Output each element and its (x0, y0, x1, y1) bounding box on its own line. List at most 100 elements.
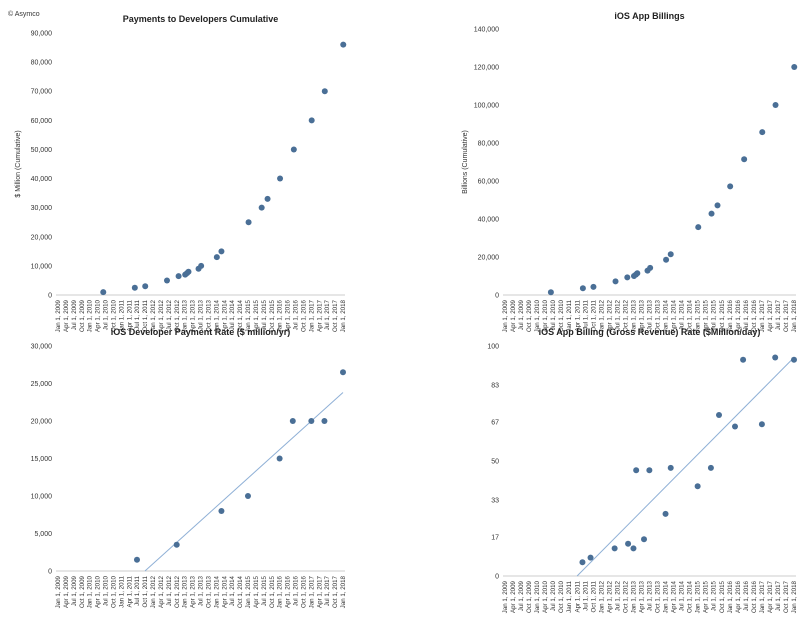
y-tick-label: 20,000 (31, 234, 53, 241)
x-tick-label: Apr 1, 2012 (158, 299, 165, 332)
x-tick-label: Oct 1, 2010 (558, 580, 565, 613)
chart-title: iOS App Billing (Gross Revenue) Rate ($M… (539, 327, 761, 337)
x-tick-label: Oct 1, 2011 (590, 299, 597, 331)
data-point (340, 369, 346, 376)
x-tick-label: Apr 1, 2009 (510, 580, 517, 613)
x-tick-label: Jan 1, 2013 (630, 580, 637, 613)
y-tick-label: 0 (48, 569, 52, 576)
data-point (663, 256, 670, 263)
x-tick-label: Jul 1, 2012 (166, 575, 173, 606)
data-point (244, 493, 251, 499)
x-tick-label: Oct 1, 2012 (174, 299, 181, 332)
x-tick-label: Apr 1, 2009 (510, 299, 517, 332)
data-point (258, 204, 265, 211)
data-point (772, 354, 779, 361)
x-tick-label: Oct 1, 2014 (237, 575, 244, 608)
x-tick-label: Jul 1, 2014 (229, 575, 236, 606)
x-tick-label: Apr 1, 2010 (542, 299, 549, 332)
data-point (289, 418, 296, 424)
x-tick-label: Apr 1, 2015 (703, 580, 710, 613)
x-tick-label: Oct 1, 2016 (300, 299, 307, 332)
y-tick-label: 10,000 (31, 494, 53, 501)
chart-developer-payment-rate: iOS Developer Payment Rate ($ million/yr… (31, 327, 347, 608)
x-tick-label: Apr 1, 2017 (767, 580, 774, 613)
x-tick-label: Oct 1, 2017 (332, 299, 339, 332)
x-tick-label: Apr 1, 2016 (285, 575, 292, 608)
x-tick-label: Jul 1, 2011 (582, 580, 589, 610)
x-tick-label: Oct 1, 2010 (110, 299, 117, 332)
x-tick-label: Jul 1, 2015 (711, 299, 718, 330)
x-tick-label: Oct 1, 2015 (719, 299, 726, 332)
data-point (163, 277, 170, 284)
x-tick-label: Jan 1, 2012 (150, 575, 157, 608)
x-tick-label: Apr 1, 2013 (638, 299, 645, 332)
x-tick-label: Jul 1, 2012 (614, 299, 621, 330)
x-tick-label: Apr 1, 2011 (126, 575, 133, 607)
x-tick-label: Oct 1, 2009 (79, 575, 86, 608)
x-tick-label: Jan 1, 2015 (695, 580, 702, 613)
y-tick-label: 30,000 (31, 344, 53, 351)
x-tick-label: Oct 1, 2016 (751, 580, 758, 613)
y-tick-label: 0 (495, 293, 499, 300)
data-point (667, 464, 674, 471)
y-tick-label: 50 (491, 459, 499, 466)
x-tick-label: Jul 1, 2009 (71, 299, 78, 330)
data-point (759, 129, 766, 136)
y-tick-label: 100 (487, 344, 499, 351)
x-tick-label: Oct 1, 2014 (687, 299, 694, 332)
x-tick-label: Jan 1, 2014 (213, 575, 220, 608)
data-point (308, 418, 315, 424)
data-point (772, 102, 779, 108)
x-tick-label: Jan 1, 2010 (534, 580, 541, 613)
data-point (218, 508, 225, 514)
x-tick-label: Apr 1, 2015 (253, 575, 260, 608)
data-point (547, 289, 554, 296)
x-tick-label: Jan 1, 2015 (695, 299, 702, 332)
x-tick-label: Jan 1, 2011 (566, 299, 573, 331)
x-tick-label: Jan 1, 2013 (182, 575, 189, 608)
x-tick-label: Jul 1, 2013 (198, 299, 205, 330)
x-tick-label: Apr 1, 2016 (735, 299, 742, 332)
data-point (100, 289, 107, 296)
x-tick-label: Jul 1, 2012 (166, 299, 173, 330)
y-axis-label: $ Million (Cumulative) (15, 130, 22, 197)
x-tick-label: Jan 1, 2012 (598, 580, 605, 613)
x-tick-label: Apr 1, 2009 (63, 575, 70, 608)
x-tick-label: Jul 1, 2017 (775, 299, 782, 330)
copyright-label: © Asymco (8, 11, 40, 18)
x-tick-label: Apr 1, 2011 (574, 299, 581, 331)
y-tick-label: 40,000 (478, 217, 500, 224)
data-point (213, 254, 220, 261)
x-tick-label: Apr 1, 2014 (671, 580, 678, 613)
data-point (716, 412, 723, 418)
chart-title: iOS App Billings (614, 11, 684, 21)
x-tick-label: Oct 1, 2010 (110, 575, 117, 608)
y-tick-label: 25,000 (31, 381, 53, 388)
x-tick-label: Oct 1, 2015 (269, 299, 276, 332)
data-point (175, 273, 182, 280)
y-tick-label: 120,000 (474, 65, 499, 72)
x-tick-label: Apr 1, 2010 (542, 580, 549, 613)
x-tick-label: Oct 1, 2013 (205, 299, 212, 332)
data-point (714, 202, 721, 209)
data-point (579, 559, 586, 566)
data-point (630, 545, 637, 552)
x-tick-label: Jan 1, 2010 (534, 299, 541, 332)
x-tick-label: Jul 1, 2009 (518, 580, 525, 611)
x-tick-label: Oct 1, 2011 (142, 575, 149, 607)
y-tick-label: 0 (48, 293, 52, 300)
data-point (641, 536, 648, 543)
x-tick-label: Apr 1, 2010 (95, 575, 102, 608)
x-tick-label: Jul 1, 2017 (324, 575, 331, 606)
chart-billing-rate: iOS App Billing (Gross Revenue) Rate ($M… (487, 327, 798, 613)
data-point (308, 117, 315, 124)
x-tick-label: Oct 1, 2011 (590, 580, 597, 612)
data-point (264, 195, 271, 202)
y-tick-label: 20,000 (31, 419, 53, 426)
data-point (791, 64, 798, 70)
x-tick-label: Jul 1, 2009 (518, 299, 525, 330)
y-tick-label: 100,000 (474, 103, 499, 110)
x-tick-label: Jan 1, 2016 (727, 580, 734, 613)
data-point (218, 248, 225, 255)
